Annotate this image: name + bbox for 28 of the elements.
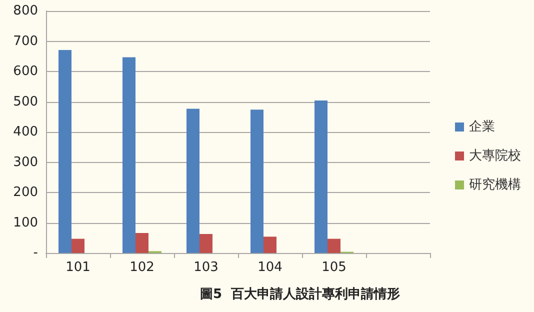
y-tick-label: 700	[13, 34, 38, 49]
text: 圖5 百大申請人設計專利申請情形	[200, 286, 400, 302]
legend-label: 大專院校	[469, 148, 521, 164]
y-tick-label: 500	[13, 94, 38, 110]
bar	[328, 238, 340, 253]
bar	[200, 234, 212, 253]
y-tick-label: 600	[13, 64, 38, 79]
y-tick-label: 200	[13, 185, 38, 200]
x-tick-label: 101	[66, 260, 90, 275]
bar	[122, 57, 136, 253]
bar	[58, 50, 72, 253]
bar	[72, 238, 84, 253]
y-tick-label: 300	[13, 154, 38, 170]
legend-label: 研究機構	[469, 178, 521, 192]
y-tick-label: 800	[13, 4, 38, 18]
x-tick-label: 102	[130, 260, 154, 275]
bar	[314, 100, 328, 253]
y-tick-label: 400	[13, 124, 38, 140]
y-tick-label: 100	[13, 215, 38, 230]
x-tick-label: 103	[194, 260, 218, 275]
bar	[186, 108, 200, 253]
y-tick-label: -	[33, 246, 38, 260]
x-tick-label: 104	[258, 260, 282, 275]
legend-label: 企業	[469, 120, 495, 134]
bar	[136, 233, 148, 253]
bar	[264, 236, 276, 253]
bar	[250, 110, 264, 253]
x-tick-label: 105	[322, 260, 346, 275]
